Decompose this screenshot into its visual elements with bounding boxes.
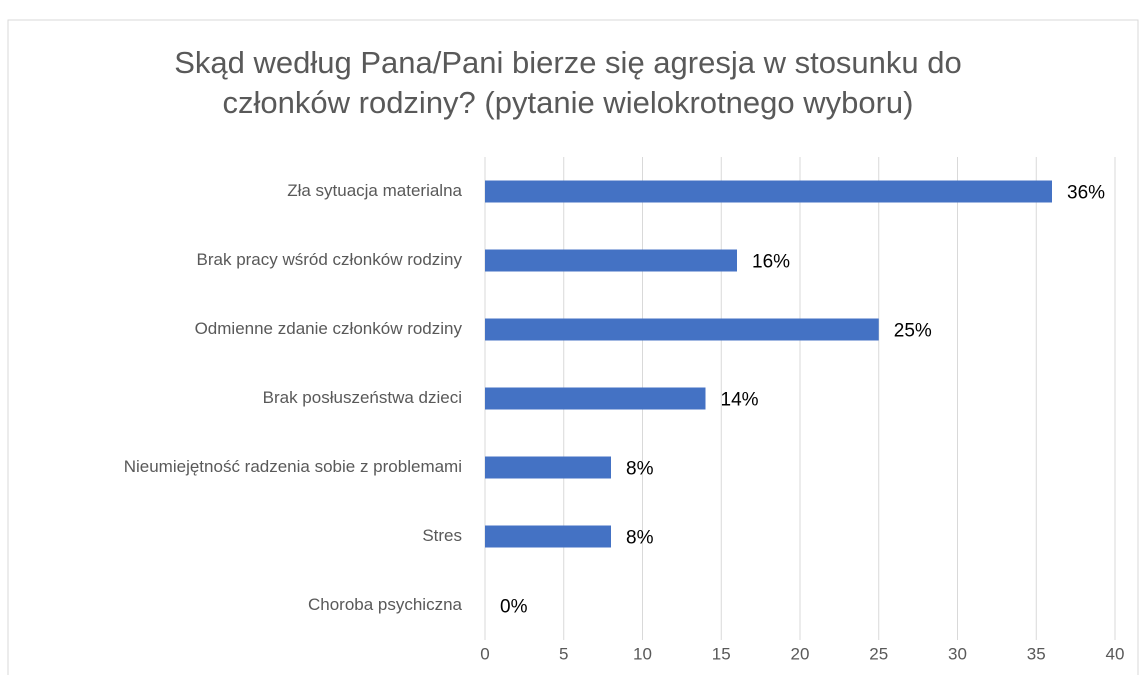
chart-title: członków rodziny? (pytanie wielokrotnego… [223, 85, 914, 120]
y-tick-label: Zła sytuacja materialna [287, 181, 462, 200]
y-tick-label: Odmienne zdanie członków rodziny [195, 319, 463, 338]
value-label: 8% [626, 459, 654, 480]
bar [485, 180, 1052, 203]
chart-border [7, 19, 1139, 675]
y-tick-label: Nieumiejętność radzenia sobie z problema… [124, 457, 462, 476]
bar [485, 318, 879, 341]
bar [485, 456, 611, 479]
x-tick-label: 0 [480, 644, 489, 663]
bar [485, 387, 706, 410]
x-tick-label: 10 [633, 644, 652, 663]
x-tick-label: 5 [559, 644, 568, 663]
x-tick-label: 30 [948, 644, 967, 663]
y-tick-label: Brak pracy wśród członków rodziny [197, 250, 463, 269]
x-tick-label: 15 [712, 644, 731, 663]
value-label: 16% [752, 252, 790, 273]
x-tick-label: 35 [1027, 644, 1046, 663]
y-tick-label: Brak posłuszeństwa dzieci [263, 388, 462, 407]
chart-title: Skąd według Pana/Pani bierze się agresja… [174, 45, 962, 80]
y-tick-label: Stres [422, 526, 462, 545]
value-label: 8% [626, 528, 654, 549]
value-label: 25% [894, 321, 932, 342]
x-tick-label: 40 [1106, 644, 1125, 663]
y-tick-label: Choroba psychiczna [308, 595, 463, 614]
x-tick-label: 20 [791, 644, 810, 663]
x-tick-label: 25 [869, 644, 888, 663]
bar [485, 249, 737, 272]
value-label: 14% [721, 390, 759, 411]
value-label: 36% [1067, 183, 1105, 204]
value-label: 0% [500, 597, 528, 618]
bar [485, 525, 611, 548]
